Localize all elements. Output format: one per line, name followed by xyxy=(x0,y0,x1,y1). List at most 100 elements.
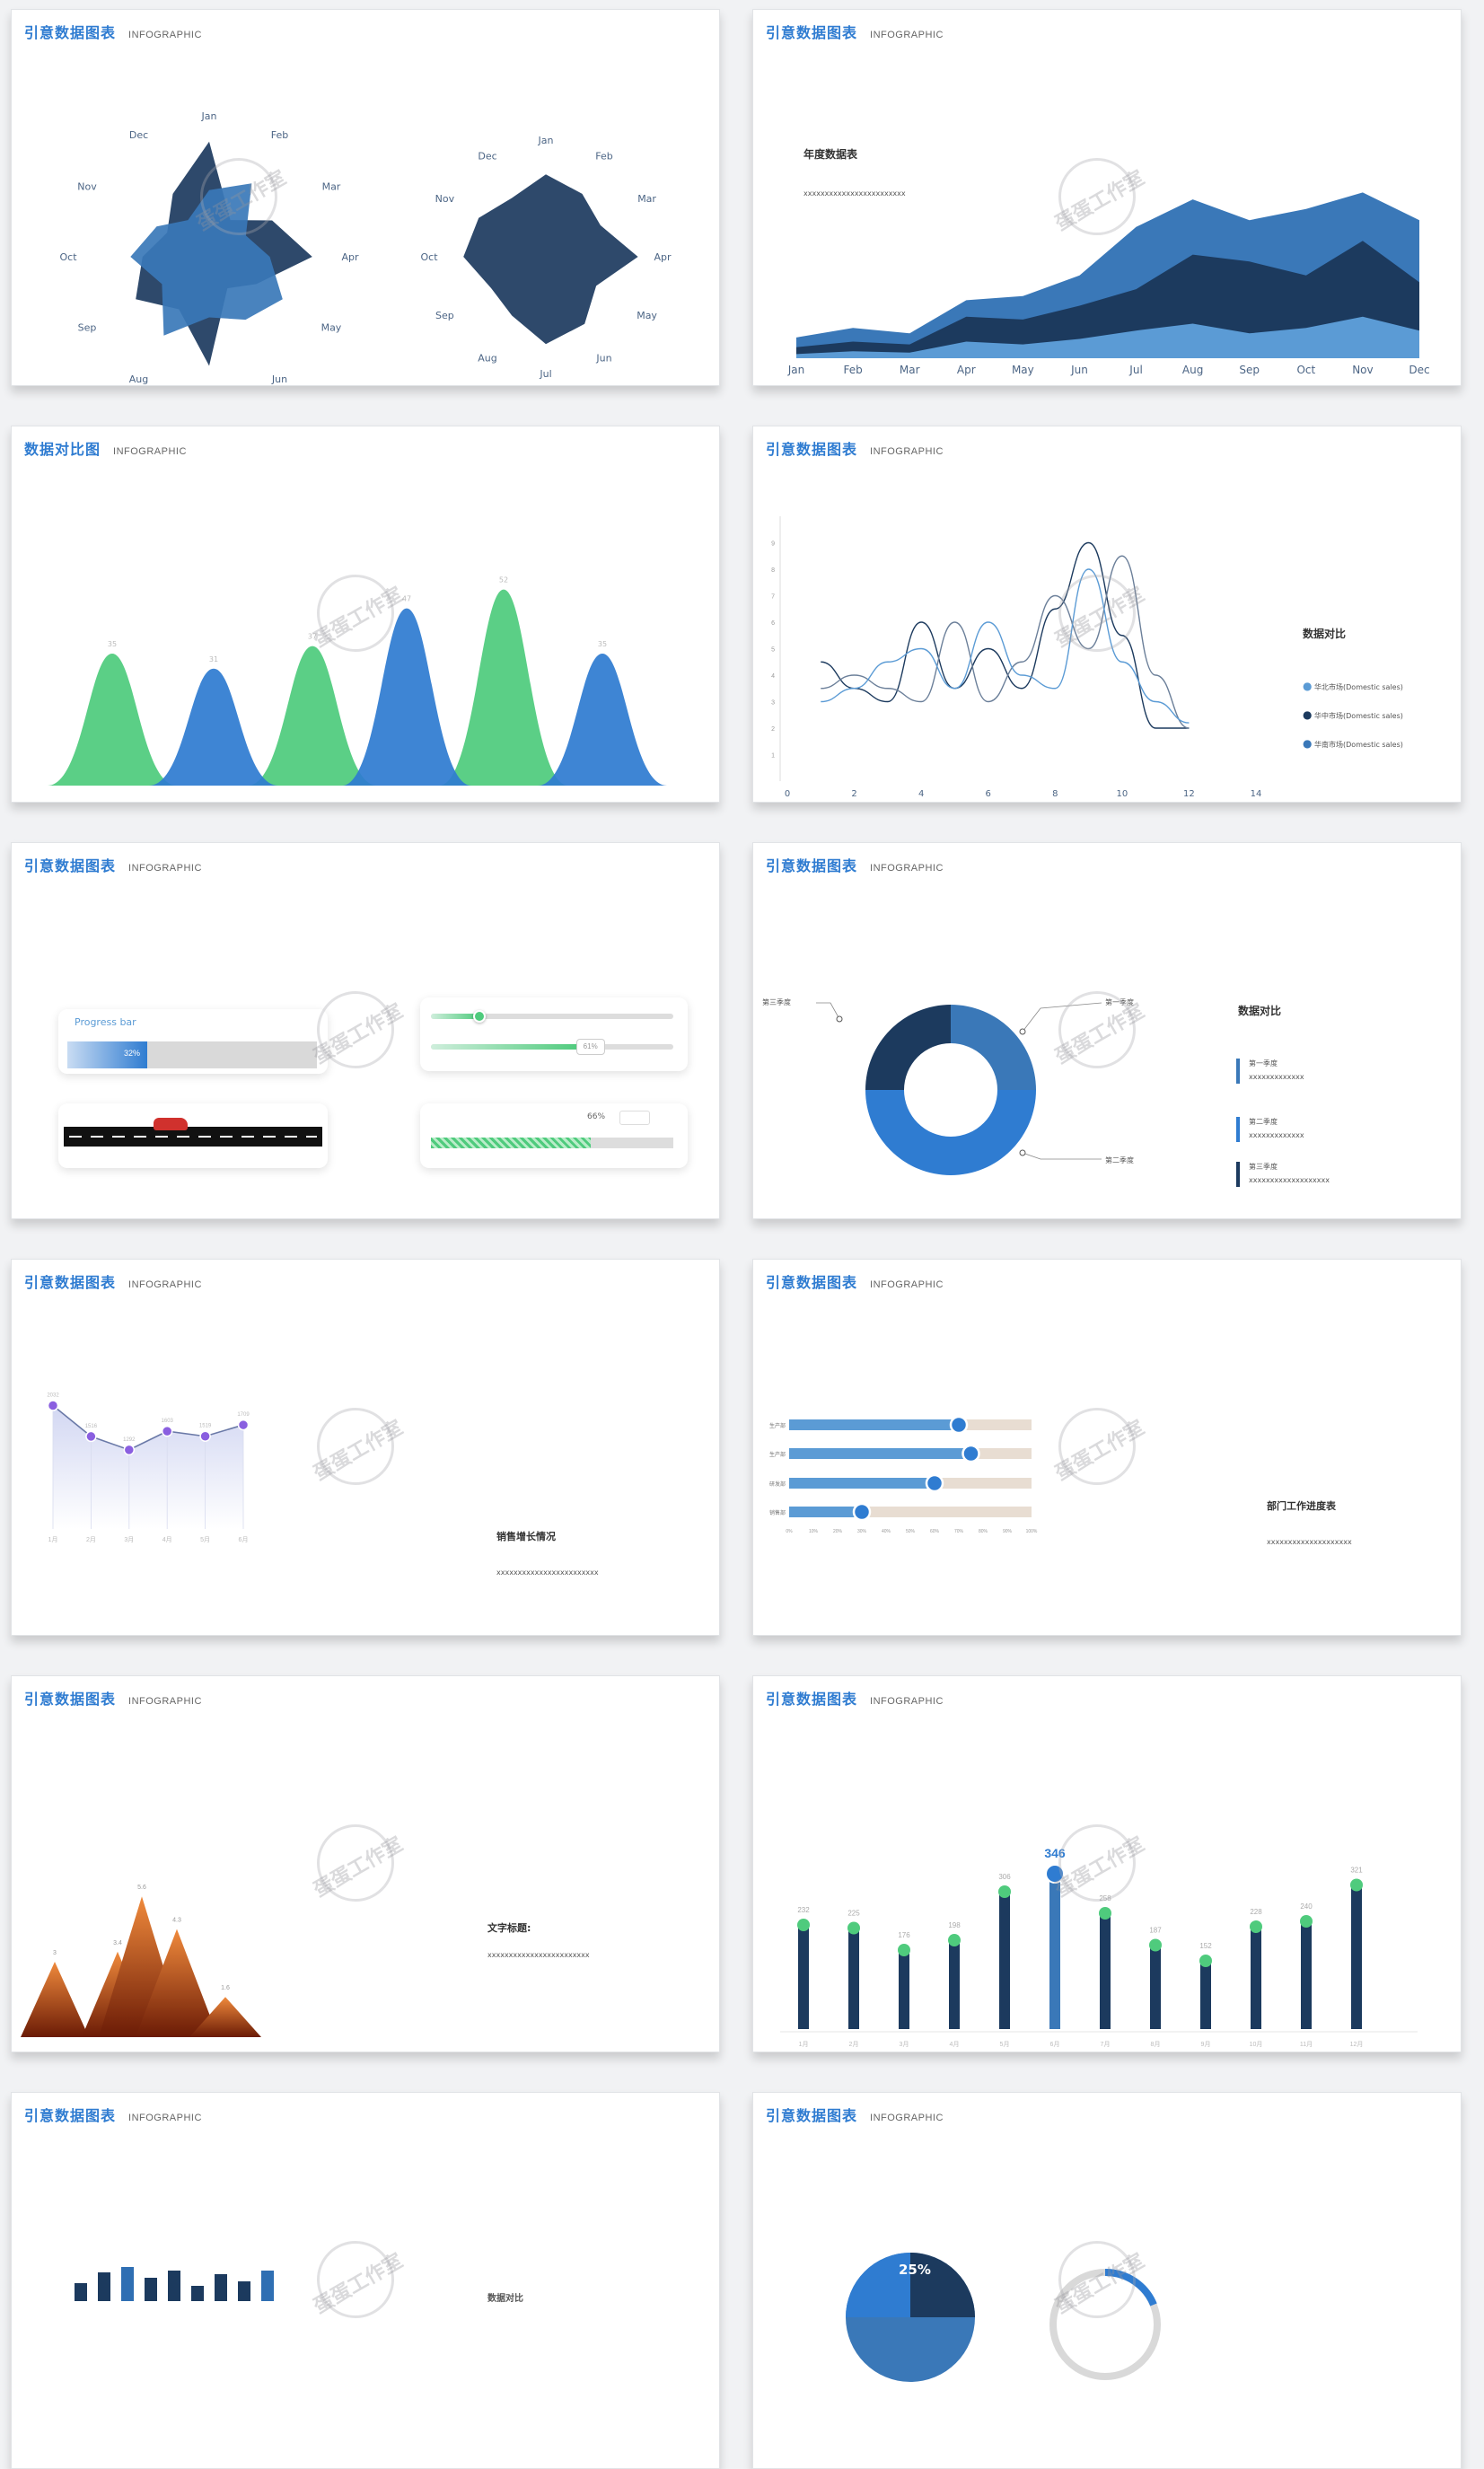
striped-fill xyxy=(431,1138,592,1148)
bar-handle xyxy=(852,1502,872,1522)
bar-cap xyxy=(1149,1938,1162,1952)
radar-label: Jan xyxy=(201,110,217,122)
bar-cap xyxy=(898,1944,910,1956)
peak-mark xyxy=(136,1929,218,2037)
radar-label: Jul xyxy=(539,368,551,380)
slide-peaks[interactable]: 引意数据图表 INFOGRAPHIC 文字标题: xxxxxxxxxxxxxxx… xyxy=(11,1675,720,2052)
slider-track-1[interactable] xyxy=(431,1010,673,1023)
x-tick-label: 12 xyxy=(1183,789,1195,799)
slide-header: 引意数据图表 INFOGRAPHIC xyxy=(24,21,202,42)
slide-header: 引意数据图表 INFOGRAPHIC xyxy=(24,854,202,875)
peaks-svg: 3 3.4 5.6 4.3 1.6 xyxy=(21,1885,261,2037)
slider-handle-2[interactable]: 61% xyxy=(575,1039,605,1055)
x-tick-label: 3月 xyxy=(124,1536,134,1543)
x-tick-label: 50% xyxy=(906,1529,916,1534)
slider-handle-1[interactable] xyxy=(473,1010,486,1023)
slide-radar[interactable]: 引意数据图表 INFOGRAPHIC Jan Feb Mar Apr May Jun Jul… xyxy=(11,9,720,386)
striped-box xyxy=(619,1111,650,1125)
x-tick-label: 11月 xyxy=(1300,2041,1313,2048)
bell-curve xyxy=(342,608,471,786)
bar-fill xyxy=(789,1419,959,1430)
bar-cap xyxy=(1300,1915,1313,1928)
slide-hbar[interactable]: 引意数据图表 INFOGRAPHIC 部门工作进度表 xxxxxxxxxxxxx… xyxy=(752,1259,1462,1636)
x-tick-label: 100% xyxy=(1026,1529,1038,1534)
point-value-label: 1603 xyxy=(162,1419,174,1424)
bar-fill xyxy=(789,1507,862,1517)
slider-track-2[interactable]: 61% xyxy=(431,1039,673,1055)
peak-value-label: 5.6 xyxy=(137,1885,146,1891)
legend-item-text: xxxxxxxxxxxxxxxxxxx xyxy=(1249,1176,1330,1184)
radar-label: Dec xyxy=(129,129,148,141)
watermark-seal xyxy=(1058,991,1136,1068)
slider-card: 61% xyxy=(420,997,688,1071)
slide-monthly-bars[interactable]: 引意数据图表 INFOGRAPHIC 232 1月 225 2月 176 3月 198 4月 3… xyxy=(752,1675,1462,2052)
x-tick-label: 2月 xyxy=(86,1536,96,1543)
slider-fill-1 xyxy=(431,1014,479,1019)
x-tick-label: 10 xyxy=(1116,789,1128,799)
radar-label: Nov xyxy=(435,193,455,205)
peak-mark xyxy=(21,1962,89,2037)
bell-curve xyxy=(149,668,278,786)
bar-value-label: 187 xyxy=(1149,1927,1162,1935)
road-track xyxy=(64,1118,322,1147)
slide-header: 引意数据图表 INFOGRAPHIC xyxy=(766,437,944,459)
peak-value-label: 3.4 xyxy=(113,1940,122,1946)
bar-value-label: 306 xyxy=(998,1873,1011,1881)
point-value-label: 1519 xyxy=(199,1424,212,1429)
slide-pie-ring[interactable]: 引意数据图表 INFOGRAPHIC 25% 蛋蛋工作室 xyxy=(752,2092,1462,2469)
x-tick-label: 5月 xyxy=(1000,2041,1010,2048)
callout-left: 第三季度 xyxy=(762,998,791,1006)
bar-category-label: 生产部 xyxy=(769,1422,786,1429)
x-tick-label: 20% xyxy=(833,1529,843,1534)
legend-bar xyxy=(1236,1059,1240,1084)
x-tick-label: 1月 xyxy=(48,1536,58,1543)
x-tick-label: 14 xyxy=(1251,789,1262,799)
slide-bell-curves[interactable]: 数据对比图 INFOGRAPHIC 35 37 52 31 47 35 蛋蛋工作室 xyxy=(11,426,720,803)
callout-line xyxy=(816,1002,840,1020)
x-tick-label: 3月 xyxy=(900,2041,909,2048)
bar-value-label: 228 xyxy=(1250,1908,1262,1916)
x-tick-label: 2 xyxy=(851,789,856,799)
bell-curve xyxy=(439,589,568,786)
bar-mark xyxy=(1200,1961,1211,2029)
bar-fill xyxy=(789,1448,971,1459)
slide-title: 引意数据图表 xyxy=(24,1274,117,1291)
watermark-seal xyxy=(1058,1824,1136,1902)
watermark-seal xyxy=(317,991,394,1068)
x-tick-label: Dec xyxy=(1409,364,1429,376)
slide-title: 引意数据图表 xyxy=(766,24,858,41)
radar-label: Aug xyxy=(129,373,148,385)
slide-sales-line[interactable]: 引意数据图表 INFOGRAPHIC 销售增长情况 xxxxxxxxxxxxxx… xyxy=(11,1259,720,1636)
line-series xyxy=(821,568,1190,724)
x-tick-label: 30% xyxy=(857,1529,867,1534)
partial-bar xyxy=(168,2271,180,2301)
watermark-seal xyxy=(1058,1408,1136,1485)
x-tick-label: Jan xyxy=(787,364,805,376)
slide-subtitle: INFOGRAPHIC xyxy=(870,1696,944,1707)
point-value-label: 2032 xyxy=(47,1393,59,1399)
bar-handle xyxy=(962,1444,980,1463)
bar-cap xyxy=(1199,1955,1212,1967)
legend-item-text: xxxxxxxxxxxxx xyxy=(1249,1131,1304,1139)
slide-partial-bars[interactable]: 引意数据图表 INFOGRAPHIC 数据对比 蛋蛋工作室 xyxy=(11,2092,720,2469)
progress-track[interactable]: 32% xyxy=(67,1041,317,1068)
x-tick-label: Sep xyxy=(1239,364,1260,376)
slide-stacked-area[interactable]: 引意数据图表 INFOGRAPHIC 年度数据表 xxxxxxxxxxxxxxx… xyxy=(752,9,1462,386)
partial-bar xyxy=(75,2283,87,2301)
x-tick-label: Jun xyxy=(1070,364,1088,376)
striped-track[interactable] xyxy=(431,1138,673,1148)
x-tick-label: 5月 xyxy=(200,1536,210,1543)
x-tick-label: 60% xyxy=(930,1529,940,1534)
point-value-label: 1709 xyxy=(237,1412,250,1418)
x-tick-label: 4月 xyxy=(162,1536,172,1543)
slide-donut[interactable]: 引意数据图表 INFOGRAPHIC 第三季度 第一季度 第二季度 数据对比 第… xyxy=(752,842,1462,1219)
bar-mark xyxy=(798,1925,809,2029)
slide-multi-line[interactable]: 引意数据图表 INFOGRAPHIC 数据对比 ● 华北市场(Domestic … xyxy=(752,426,1462,803)
y-tick-label: 6 xyxy=(771,620,775,627)
slide-progress[interactable]: 引意数据图表 INFOGRAPHIC Progress bar 32% 61% … xyxy=(11,842,720,1219)
x-tick-label: 0 xyxy=(785,789,790,799)
x-tick-label: 90% xyxy=(1003,1529,1013,1534)
radar-label: Feb xyxy=(595,150,612,162)
bar-value-label: 240 xyxy=(1300,1902,1313,1911)
